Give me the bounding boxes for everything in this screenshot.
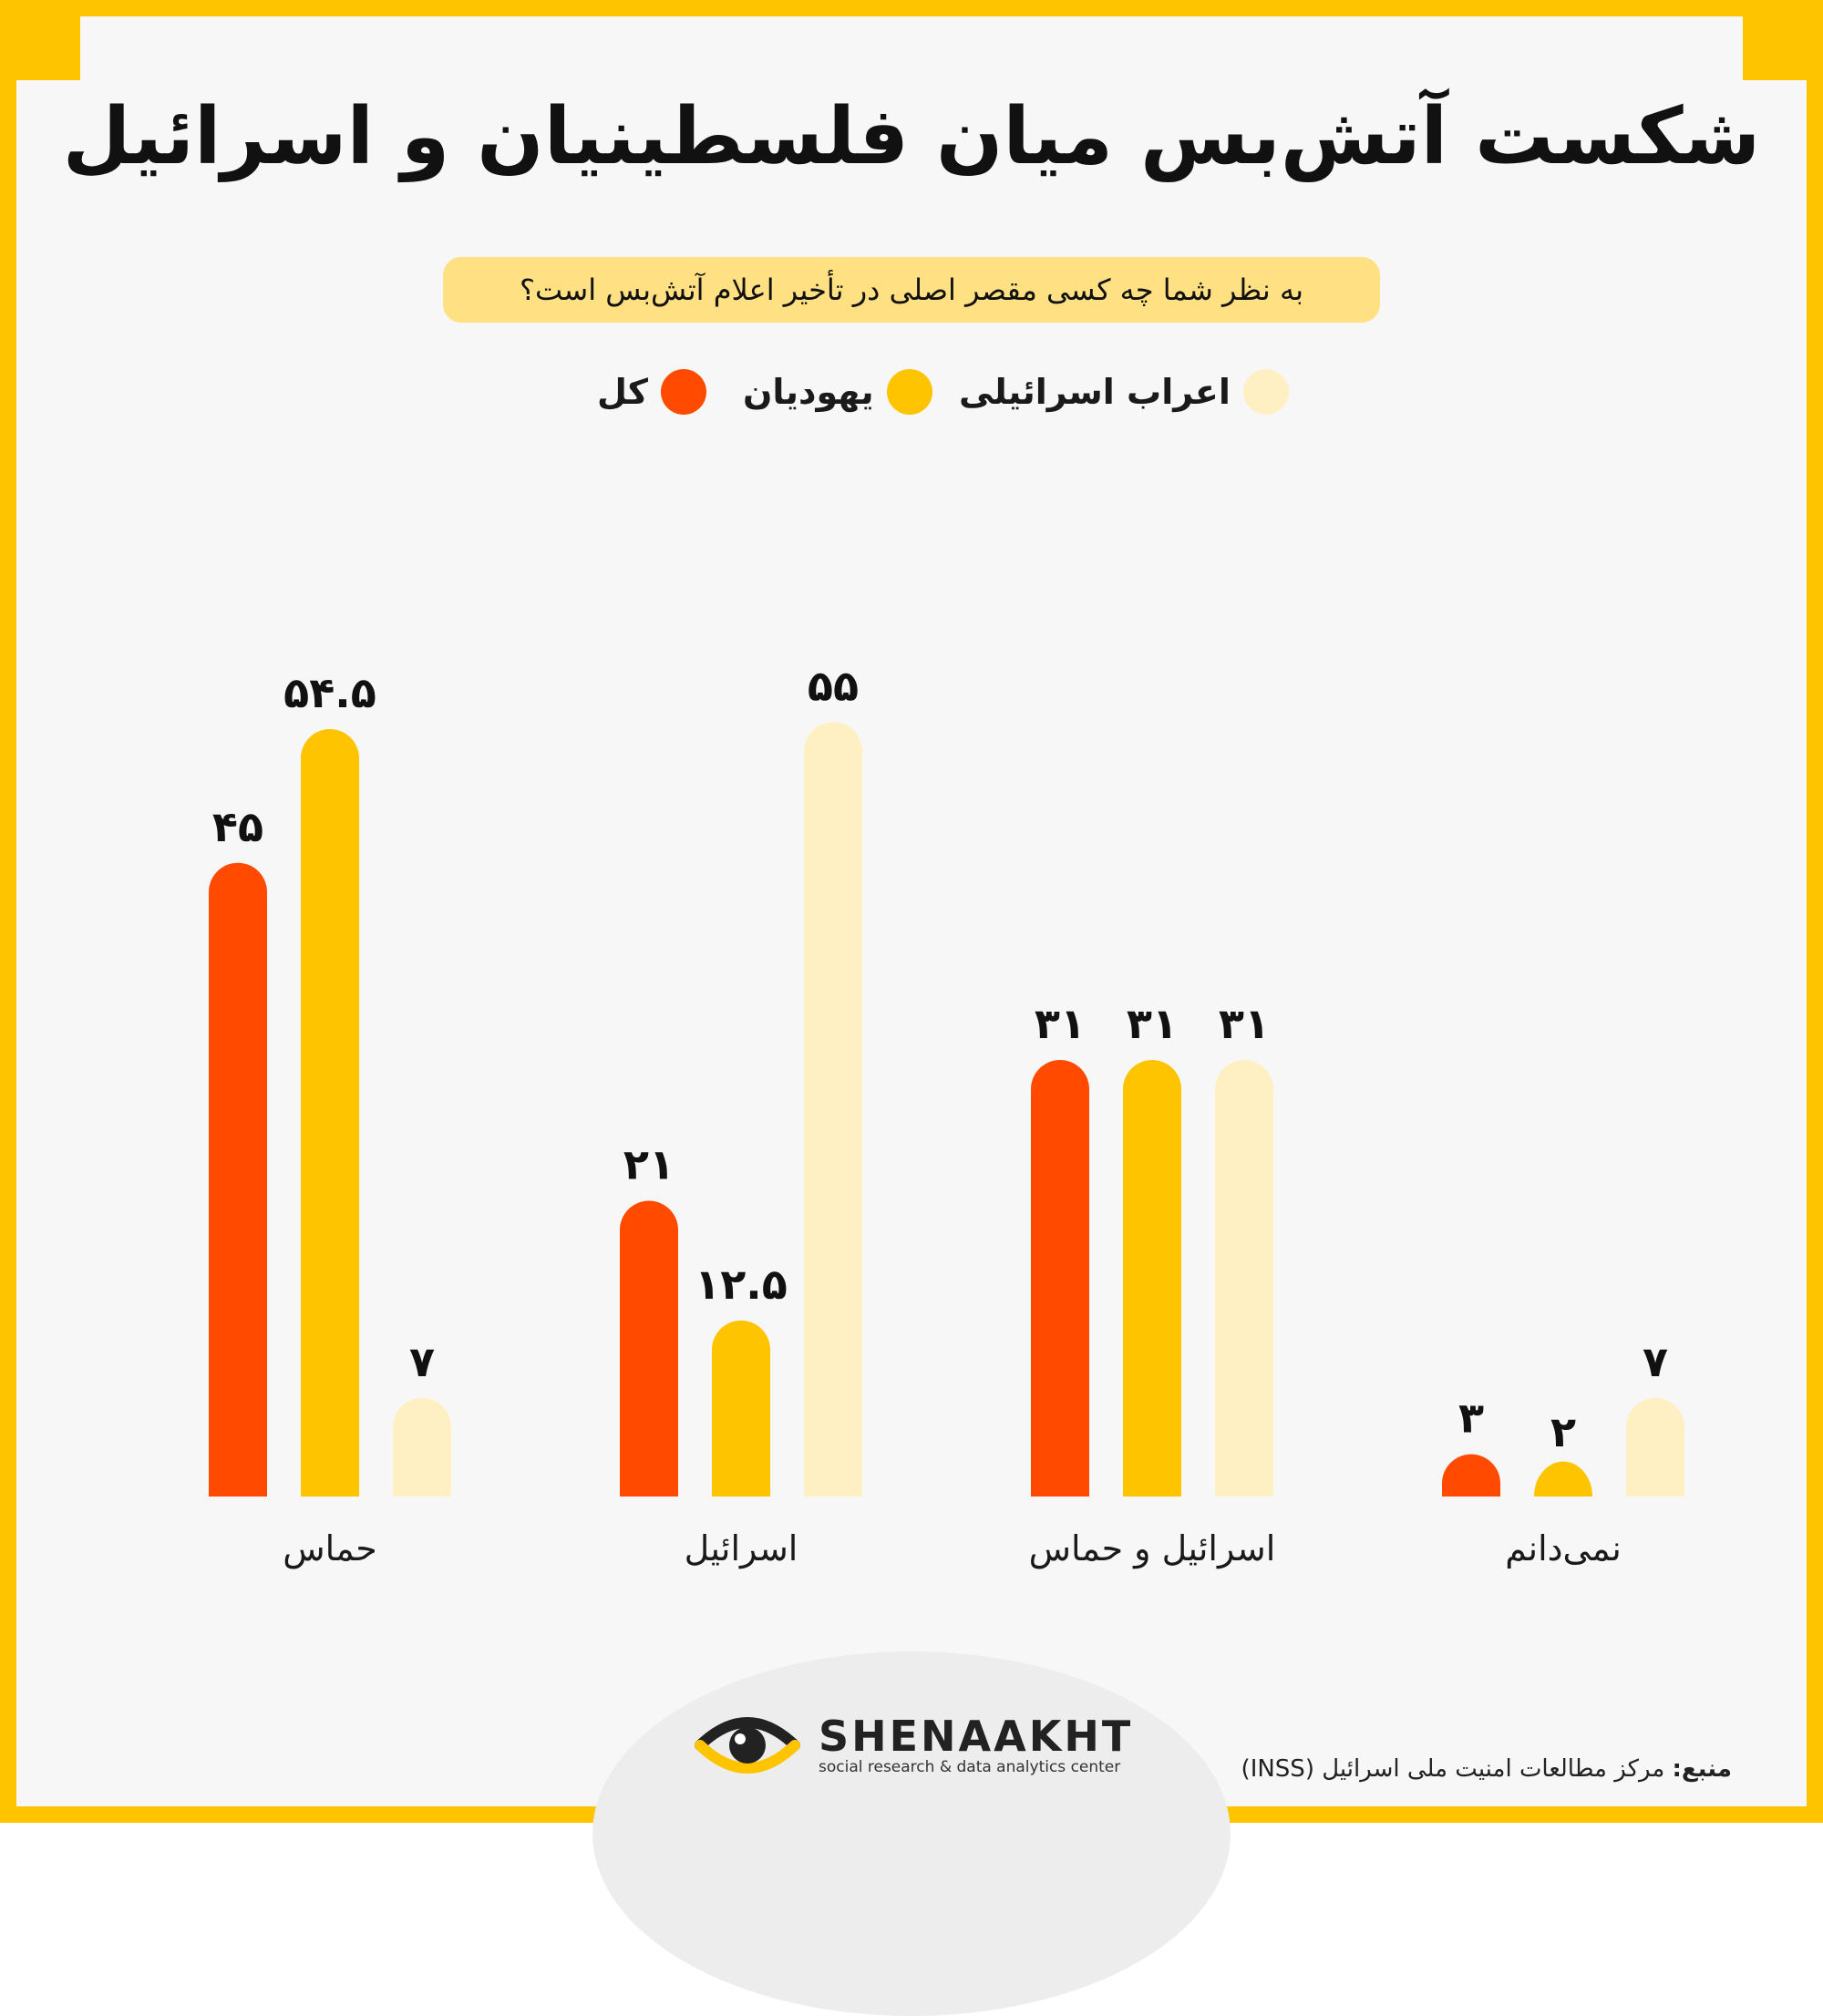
data-label-0-series-1: ۵۴.۵ xyxy=(283,668,376,717)
category-label-3: نمی‌دانم xyxy=(1505,1528,1622,1569)
legend-item-total: کل xyxy=(597,360,707,424)
bar-1-series-0 xyxy=(620,1200,678,1497)
data-label-0-series-2: ۷ xyxy=(409,1337,435,1386)
bar-0-series-1 xyxy=(301,728,359,1497)
logo-tagline: social research & data analytics center xyxy=(819,1758,1121,1776)
source-label: منبع: xyxy=(1672,1755,1732,1783)
data-label-0-series-0: ۴۵ xyxy=(212,802,263,851)
logo: SHENAAKHT social research & data analyti… xyxy=(693,1704,1133,1786)
legend-swatch-arabs xyxy=(1242,369,1289,415)
category-label-2: اسرائیل و حماس xyxy=(1029,1528,1276,1569)
data-label-3-series-1: ۲ xyxy=(1550,1407,1576,1456)
bar-0-series-2 xyxy=(393,1397,451,1497)
legend-label-jews: یهودیان xyxy=(743,372,874,412)
data-label-1-series-0: ۲۱ xyxy=(623,1140,675,1189)
subtitle: به نظر شما چه کسی مقصر اصلی در تأخیر اعل… xyxy=(519,273,1304,307)
page-title: شکست آتش‌بس میان فلسطینیان و اسرائیل xyxy=(62,91,1761,182)
source-note: منبع: مرکز مطالعات امنیت ملی اسرائیل (IN… xyxy=(1241,1755,1732,1783)
legend-label-total: کل xyxy=(597,372,649,412)
logo-name: SHENAAKHT xyxy=(819,1712,1134,1761)
bar-2-series-0 xyxy=(1031,1060,1089,1497)
legend-swatch-jews xyxy=(886,369,932,415)
data-label-1-series-2: ۵۵ xyxy=(808,661,859,710)
data-label-2-series-0: ۳۱ xyxy=(1035,999,1086,1048)
data-label-3-series-2: ۷ xyxy=(1643,1337,1668,1386)
corner-accent-top-right xyxy=(1743,16,1807,80)
legend-item-jews: یهودیان xyxy=(743,360,932,424)
bar-chart: ۴۵ ۵۴.۵ ۷ حماس ۲۱ ۱۲.۵ ۵۵ اسرائیل ۳۱ ۳۱ ۳۱ اسرائیل … xyxy=(209,661,1684,1569)
corner-accent-top-left xyxy=(16,16,80,80)
eye-icon xyxy=(695,1717,800,1774)
data-label-1-series-1: ۱۲.۵ xyxy=(695,1260,788,1309)
source-text: مرکز مطالعات امنیت ملی اسرائیل (INSS) xyxy=(1241,1755,1665,1783)
legend-item-arabs: اعراب اسرائیلی xyxy=(959,360,1289,424)
category-label-1: اسرائیل xyxy=(685,1528,798,1569)
bar-1-series-1 xyxy=(712,1320,770,1497)
bar-3-series-0 xyxy=(1442,1454,1500,1497)
legend-label-arabs: اعراب اسرائیلی xyxy=(959,372,1231,412)
bar-2-series-2 xyxy=(1215,1060,1273,1497)
bar-2-series-1 xyxy=(1123,1060,1181,1497)
bar-3-series-2 xyxy=(1626,1397,1684,1497)
data-label-2-series-1: ۳۱ xyxy=(1127,999,1178,1048)
bar-1-series-2 xyxy=(804,722,862,1497)
bar-3-series-1 xyxy=(1534,1461,1592,1497)
data-label-3-series-0: ۳ xyxy=(1458,1394,1484,1443)
subtitle-pill: به نظر شما چه کسی مقصر اصلی در تأخیر اعل… xyxy=(443,257,1380,323)
category-label-0: حماس xyxy=(283,1528,376,1569)
bar-0-series-0 xyxy=(209,862,267,1497)
legend-swatch-total xyxy=(661,369,707,415)
data-label-2-series-2: ۳۱ xyxy=(1219,999,1270,1048)
legend: کل یهودیان اعراب اسرائیلی xyxy=(0,360,1823,424)
